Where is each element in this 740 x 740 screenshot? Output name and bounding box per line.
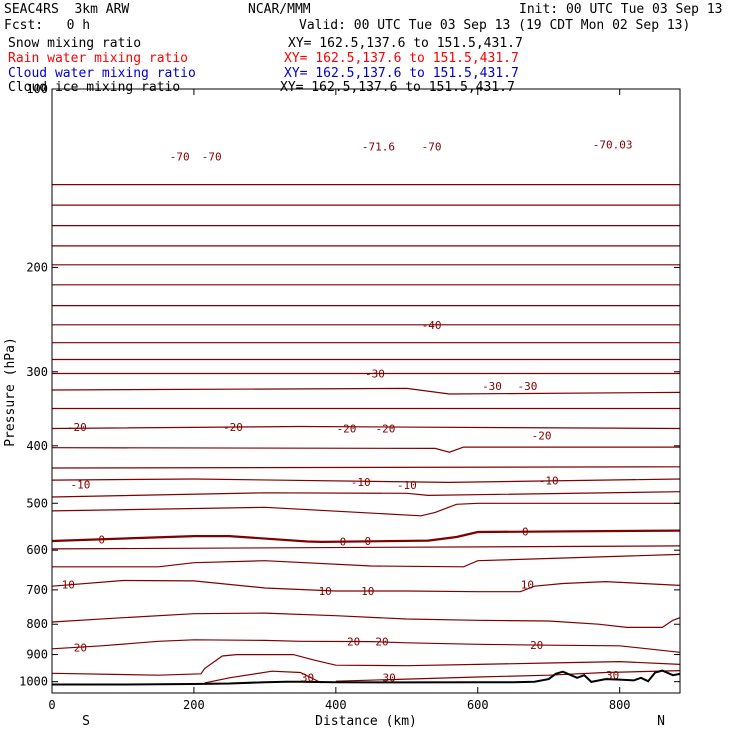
y-tick-label-8: 900	[26, 648, 48, 662]
contour-label-19: 0	[340, 536, 347, 549]
isotherm-line-26	[204, 670, 322, 684]
contour-label-24: 10	[361, 585, 374, 598]
x-axis-label: Distance (km)	[315, 714, 417, 729]
x-end-label-left: S	[82, 714, 90, 729]
x-tick-label-4: 800	[609, 698, 631, 712]
init-time: Init: 00 UTC Tue 03 Sep 13	[519, 2, 723, 17]
legend-xy-cloud-ice: XY= 162.5,137.6 to 151.5,431.7	[280, 80, 515, 95]
legend-label-rain: Rain water mixing ratio	[8, 51, 189, 66]
contour-label-25: 10	[521, 578, 534, 591]
plot-frame	[51, 88, 681, 694]
legend-xy-rain: XY= 162.5,137.6 to 151.5,431.7	[284, 51, 519, 66]
terrain-group	[52, 669, 680, 686]
y-tick-label-3: 400	[26, 439, 48, 453]
legend-label-cloud-ice: Cloud ice mixing ratio	[8, 80, 181, 95]
isotherm-line-16	[52, 478, 680, 484]
contour-label-group: -70 -70 -71.6 -70 -70.03 -40 -30 -30 -30 -20 -20 -2…	[62, 138, 633, 684]
x-tick-label-0: 0	[48, 698, 55, 712]
contour-label-0: -70	[170, 151, 190, 164]
y-tick-label-5: 600	[26, 543, 48, 557]
isotherm-line-17	[52, 491, 680, 498]
terrain-line	[52, 669, 680, 686]
y-tick-label-7: 800	[26, 617, 48, 631]
isotherm-line-25	[52, 654, 680, 676]
isotherm-line-11	[52, 387, 680, 395]
isotherm-line-27	[335, 670, 680, 682]
contour-label-26: 20	[74, 642, 87, 655]
isotherm-line-22	[52, 579, 680, 593]
isotherm-group	[52, 184, 680, 684]
y-tick-label-1: 200	[26, 260, 48, 274]
legend-xy-snow: XY= 162.5,137.6 to 151.5,431.7	[288, 36, 523, 51]
contour-label-10: -20	[223, 421, 243, 434]
isotherm-line-24	[52, 639, 680, 653]
isotherm-line-23	[52, 612, 680, 628]
contour-label-16: -10	[397, 479, 417, 492]
contour-label-29: 20	[530, 639, 543, 652]
contour-label-22: 10	[62, 578, 75, 591]
isotherm-line-19	[52, 529, 680, 544]
contour-label-7: -30	[482, 380, 502, 393]
contour-label-1: -70	[202, 151, 222, 164]
contour-label-31: 30	[382, 672, 395, 685]
contour-label-11: -20	[337, 423, 357, 436]
isotherm-line-14	[52, 446, 680, 453]
contour-label-14: -10	[70, 479, 90, 492]
org-title: NCAR/MMM	[248, 2, 311, 17]
contour-label-12: -20	[376, 423, 396, 436]
isotherm-line-13	[52, 425, 680, 430]
model-title: SEAC4RS 3km ARW	[4, 2, 130, 17]
isotherm-line-15	[52, 466, 680, 469]
contour-label-15: -10	[351, 476, 371, 489]
contour-label-18: 0	[98, 534, 105, 547]
x-tick-label-1: 200	[183, 698, 205, 712]
contour-label-20: 0	[364, 535, 371, 548]
contour-label-32: 30	[606, 669, 619, 682]
y-tick-label-0: 100	[26, 82, 48, 96]
contour-label-13: -20	[532, 429, 552, 442]
legend-label-cloud-water: Cloud water mixing ratio	[8, 66, 196, 81]
contour-label-5: -40	[422, 319, 442, 332]
legend-xy-cloud-water: XY= 162.5,137.6 to 151.5,431.7	[284, 66, 519, 81]
y-tick-label-9: 1000	[19, 675, 48, 689]
y-axis-label: Pressure (hPa)	[3, 337, 18, 447]
legend-label-snow: Snow mixing ratio	[8, 36, 142, 51]
contour-label-4: -70.03	[593, 138, 633, 151]
forecast-hour: Fcst: 0 h	[4, 18, 91, 33]
contour-label-2: -71.6	[362, 140, 395, 153]
contour-label-28: 20	[375, 636, 388, 649]
contour-label-8: -30	[517, 380, 537, 393]
y-tick-label-2: 300	[26, 365, 48, 379]
isotherm-line-21	[52, 553, 680, 568]
contour-label-9: -20	[67, 421, 87, 434]
isotherm-line-20	[52, 545, 680, 550]
y-tick-label-6: 700	[26, 583, 48, 597]
contour-label-21: 0	[522, 526, 529, 539]
contour-label-6: -30	[365, 368, 385, 381]
valid-time: Valid: 00 UTC Tue 03 Sep 13 (19 CDT Mon …	[299, 18, 691, 33]
y-tick-label-4: 500	[26, 496, 48, 510]
contour-label-27: 20	[347, 636, 360, 649]
x-end-label-right: N	[657, 714, 665, 729]
contour-label-30: 30	[301, 672, 314, 685]
contour-label-17: -10	[539, 475, 559, 488]
x-tick-label-3: 600	[467, 698, 489, 712]
x-tick-label-2: 400	[325, 698, 347, 712]
contour-label-23: 10	[319, 585, 332, 598]
isotherm-line-18	[52, 502, 680, 517]
contour-label-3: -70	[422, 140, 442, 153]
